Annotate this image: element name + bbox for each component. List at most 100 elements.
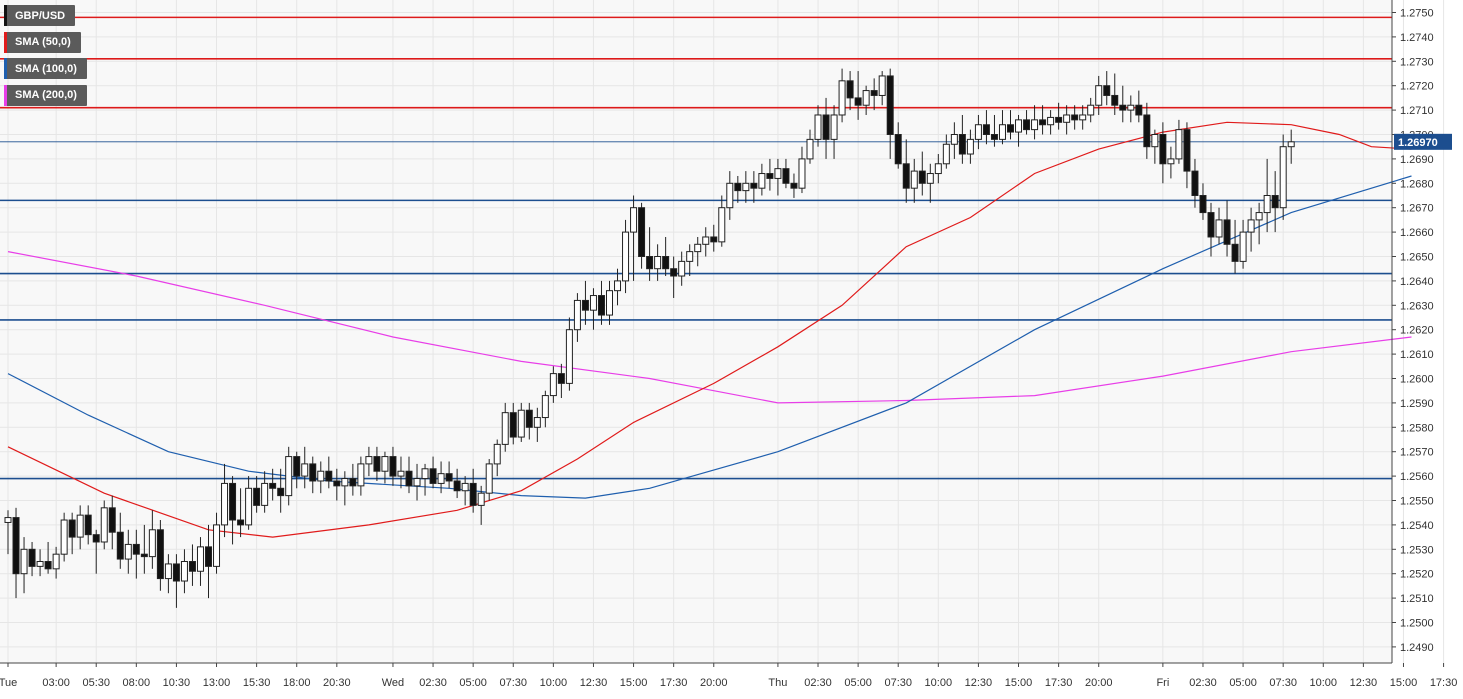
candle-body (525, 409, 533, 428)
candle (806, 129, 814, 164)
candle-body (790, 182, 798, 189)
x-tick-label: 20:00 (700, 677, 728, 689)
candle-body (269, 482, 277, 489)
candle (982, 110, 990, 145)
candle (1175, 119, 1183, 164)
legend: GBP/USD SMA (50,0) SMA (100,0) SMA (200,… (4, 5, 87, 111)
candle-body (493, 443, 501, 465)
candle-body (806, 138, 814, 160)
candle-body (694, 243, 702, 253)
x-tick-label: Wed (382, 677, 404, 689)
legend-label-sma50: SMA (50,0) (15, 36, 71, 48)
candle-body (501, 412, 509, 445)
candle-body (1255, 212, 1263, 221)
x-tick-label: 15:00 (620, 677, 648, 689)
y-tick-label: 1.2710 (1400, 105, 1434, 117)
candle-body (365, 456, 373, 465)
y-tick-label: 1.2620 (1400, 325, 1434, 337)
candle-body (990, 134, 998, 140)
candle (156, 520, 164, 591)
legend-swatch-sma100 (4, 58, 7, 79)
candle-body (710, 236, 718, 243)
x-axis-ticks: Tue 03:00 05:30 08:00 10:30 13:00 15:30 18:00 20… (0, 663, 1457, 689)
candle-body (838, 80, 846, 116)
y-tick-label: 1.2730 (1400, 56, 1434, 68)
candle (830, 105, 838, 159)
candle-body (205, 546, 212, 567)
candle (453, 468, 461, 499)
candle (878, 71, 886, 106)
candle (28, 541, 36, 577)
x-tick-label: 10:00 (540, 677, 568, 689)
candle (269, 468, 277, 501)
candle (317, 461, 325, 494)
candle-body (606, 290, 613, 316)
legend-item-sma200[interactable]: SMA (200,0) (4, 84, 87, 106)
legend-swatch-sma200 (4, 84, 7, 106)
x-tick-label: 18:00 (283, 677, 311, 689)
candle (1063, 105, 1071, 135)
candle (333, 468, 341, 501)
candle-body (846, 80, 854, 99)
candle-body (1063, 114, 1071, 123)
y-tick-label: 1.2640 (1400, 276, 1434, 288)
candle (461, 476, 469, 506)
x-tick-label: 13:00 (203, 677, 231, 689)
candle-body (670, 268, 678, 277)
candle-body (678, 260, 686, 277)
candle-body (886, 75, 894, 136)
legend-item-sma50[interactable]: SMA (50,0) (4, 31, 81, 53)
candle (285, 446, 293, 506)
candle-body (60, 519, 68, 555)
candle (838, 68, 846, 123)
candle-body (68, 519, 76, 538)
x-tick-label: 08:00 (123, 677, 151, 689)
candle (1191, 158, 1199, 208)
candle (870, 78, 878, 111)
candle (766, 158, 774, 191)
candle-body (381, 456, 389, 472)
candle (1023, 110, 1031, 135)
candle-body (1183, 129, 1191, 172)
candle-body (188, 561, 196, 572)
candle (1279, 134, 1287, 220)
moving-averages (7, 121, 1412, 538)
x-tick-label: 12:30 (1350, 677, 1378, 689)
candle-body (1239, 231, 1247, 262)
candle (1207, 202, 1215, 257)
candle (646, 227, 654, 281)
candle (782, 158, 790, 189)
candle (229, 476, 237, 545)
x-tick-label: Thu (768, 677, 787, 689)
candle (132, 529, 140, 579)
y-tick-label: 1.2540 (1400, 520, 1434, 532)
candle (606, 280, 613, 325)
candle-body (1079, 114, 1087, 121)
candle-body (974, 124, 982, 140)
candle-body (261, 482, 269, 506)
legend-label-sma200: SMA (200,0) (15, 89, 77, 101)
legend-item-gbpusd[interactable]: GBP/USD (4, 5, 76, 26)
candle-body (196, 546, 204, 572)
x-tick-label: 02:30 (1189, 677, 1217, 689)
candle (493, 439, 501, 477)
candle (60, 512, 68, 562)
candle (846, 71, 854, 111)
candle (549, 366, 557, 403)
candle-body (766, 173, 774, 179)
candle (1111, 73, 1119, 115)
candle-body (1127, 104, 1135, 111)
candle-body (1287, 141, 1295, 148)
candle (124, 529, 132, 574)
candle-body (782, 168, 790, 184)
candle-body (573, 299, 581, 331)
candle-body (437, 473, 445, 484)
candle-body (1231, 243, 1239, 262)
candle (710, 224, 718, 252)
candle (509, 402, 517, 445)
x-tick-label: 05:30 (82, 677, 110, 689)
candle-body (614, 280, 622, 292)
legend-item-sma100[interactable]: SMA (100,0) (4, 58, 87, 79)
candle (36, 549, 44, 577)
candle-body (421, 468, 429, 480)
